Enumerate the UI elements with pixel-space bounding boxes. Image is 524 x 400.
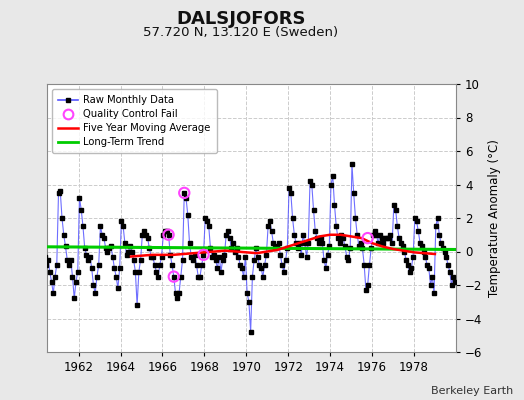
Text: 57.720 N, 13.120 E (Sweden): 57.720 N, 13.120 E (Sweden) (144, 26, 339, 39)
Text: DALSJOFORS: DALSJOFORS (176, 10, 306, 28)
Point (170, 274, 178, 280)
Text: Berkeley Earth: Berkeley Earth (431, 386, 514, 396)
Legend: Raw Monthly Data, Quality Control Fail, Five Year Moving Average, Long-Term Tren: Raw Monthly Data, Quality Control Fail, … (52, 89, 216, 153)
Point (165, 232, 173, 238)
Point (199, 252, 208, 258)
Point (180, 190, 189, 196)
Point (364, 235, 372, 241)
Y-axis label: Temperature Anomaly (°C): Temperature Anomaly (°C) (488, 139, 501, 297)
